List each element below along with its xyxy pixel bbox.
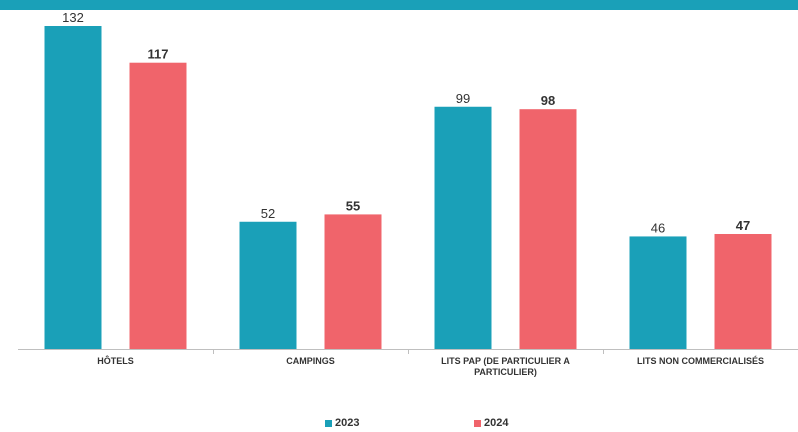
bar-2024-2 bbox=[519, 109, 577, 350]
data-label-2023-1: 52 bbox=[261, 206, 275, 221]
bar-2024-0 bbox=[129, 62, 187, 350]
legend-swatch-2024 bbox=[474, 419, 481, 427]
legend-label-2024: 2024 bbox=[484, 417, 509, 429]
data-label-2024-1: 55 bbox=[346, 198, 360, 213]
legend-label-2023: 2023 bbox=[335, 417, 360, 429]
bar-2023-3 bbox=[629, 236, 687, 349]
data-label-2024-0: 117 bbox=[148, 47, 169, 62]
category-label-2: LITS PAP (DE PARTICULIER A PARTICULIER) bbox=[441, 356, 570, 377]
top-accent-band bbox=[0, 0, 798, 10]
bar-2023-1 bbox=[239, 221, 297, 349]
legend-item-2023: 2023 bbox=[325, 417, 359, 429]
category-label-0: HÔTELS bbox=[97, 355, 134, 366]
bar-2023-2 bbox=[434, 106, 492, 349]
category-label-1: CAMPINGS bbox=[286, 356, 335, 366]
data-label-2024-2: 98 bbox=[541, 93, 555, 108]
data-label-2023-0: 132 bbox=[62, 10, 84, 25]
data-label-2024-3: 47 bbox=[736, 218, 750, 233]
bar-2024-1 bbox=[324, 214, 382, 349]
data-label-2023-2: 99 bbox=[456, 91, 470, 106]
legend-swatch-2023 bbox=[325, 419, 332, 427]
legend-item-2024: 2024 bbox=[474, 417, 508, 429]
legend: 2023 2024 bbox=[0, 417, 798, 431]
category-label-3: LITS NON COMMERCIALISÉS bbox=[637, 356, 764, 366]
bar-2023-0 bbox=[44, 26, 102, 349]
data-label-2023-3: 46 bbox=[651, 220, 665, 235]
bar-2024-3 bbox=[714, 233, 772, 349]
